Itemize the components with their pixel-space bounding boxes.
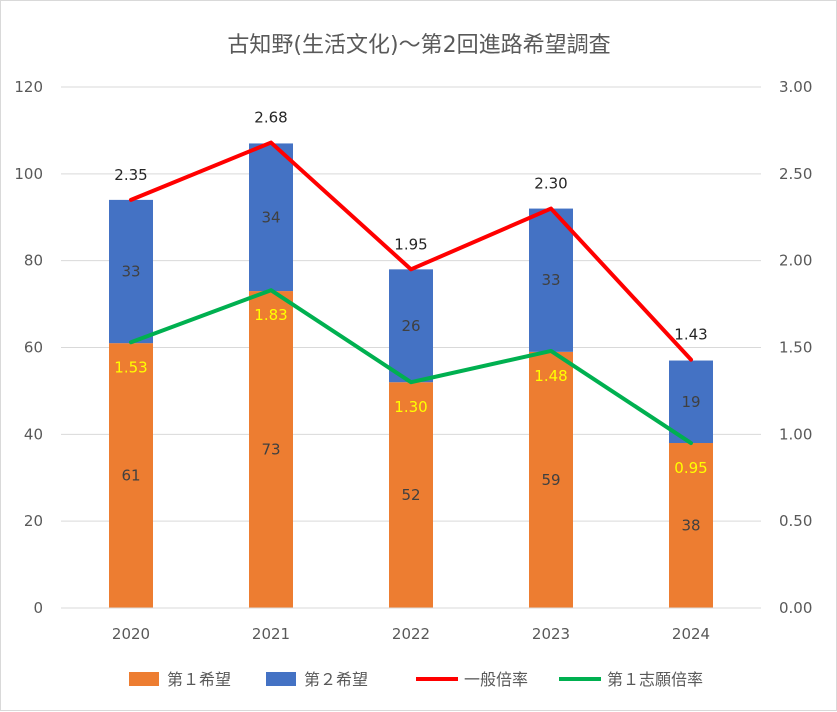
x-axis-tick: 2022 — [392, 625, 430, 643]
label-first-choice-ratio: 1.30 — [394, 398, 427, 416]
left-axis-tick: 80 — [24, 252, 43, 270]
label-second-wish: 33 — [541, 271, 560, 289]
bar-second-wish-2023 — [529, 208, 573, 352]
right-axis-tick: 2.00 — [779, 252, 812, 270]
x-axis-tick: 2023 — [532, 625, 570, 643]
point-first-choice-ratio-2022 — [409, 380, 413, 384]
label-first-wish: 59 — [541, 471, 560, 489]
bar-second-wish-2024 — [669, 360, 713, 444]
legend-label: 一般倍率 — [464, 670, 528, 689]
label-second-wish: 19 — [681, 393, 700, 411]
right-axis-tick: 1.00 — [779, 425, 812, 443]
label-general-ratio: 2.68 — [254, 109, 287, 127]
point-first-choice-ratio-2021 — [269, 288, 273, 292]
legend-label: 第１志願倍率 — [607, 670, 703, 689]
point-general-ratio-2023 — [549, 207, 553, 211]
x-axis: 2020 2021 2022 2023 2024 — [61, 607, 761, 643]
bar-second-wish-2020 — [109, 199, 153, 344]
right-axis-tick: 2.50 — [779, 165, 812, 183]
point-general-ratio-2021 — [269, 141, 273, 145]
label-first-wish: 38 — [681, 517, 700, 535]
point-first-choice-ratio-2023 — [549, 349, 553, 353]
point-general-ratio-2020 — [129, 198, 133, 202]
x-axis-tick: 2020 — [112, 625, 150, 643]
bar-first-wish-2023 — [529, 351, 573, 608]
left-axis-tick: 60 — [24, 339, 43, 357]
label-first-choice-ratio: 1.53 — [114, 358, 147, 376]
bar-first-wish-2022 — [389, 382, 433, 608]
bar-first-wish-2021 — [249, 291, 293, 608]
legend-label: 第１希望 — [167, 670, 231, 689]
label-first-choice-ratio: 0.95 — [674, 459, 707, 477]
point-first-choice-ratio-2024 — [689, 441, 693, 445]
x-axis-tick: 2021 — [252, 625, 290, 643]
label-first-wish: 52 — [401, 486, 420, 504]
bar-second-wish-2021 — [249, 143, 293, 292]
label-second-wish: 33 — [121, 263, 140, 281]
left-axis-tick: 100 — [14, 165, 43, 183]
bar-second-wish-2022 — [389, 269, 433, 383]
point-general-ratio-2024 — [689, 358, 693, 362]
label-first-choice-ratio: 1.83 — [254, 306, 287, 324]
point-general-ratio-2022 — [409, 267, 413, 271]
legend-swatch — [266, 672, 296, 686]
label-second-wish: 34 — [261, 208, 280, 226]
legend: 第１希望 第２希望 一般倍率 第１志願倍率 — [129, 670, 703, 689]
label-first-wish: 73 — [261, 441, 280, 459]
label-second-wish: 26 — [401, 317, 420, 335]
right-axis: 0.00 0.50 1.00 1.50 2.00 2.50 3.00 — [779, 78, 812, 617]
left-axis-tick: 20 — [24, 512, 43, 530]
bar-first-wish-2024 — [669, 443, 713, 608]
right-axis-tick: 1.50 — [779, 339, 812, 357]
left-axis-tick: 40 — [24, 425, 43, 443]
label-general-ratio: 2.35 — [114, 166, 147, 184]
x-axis-tick: 2024 — [672, 625, 710, 643]
right-axis-tick: 3.00 — [779, 78, 812, 96]
legend-label: 第２希望 — [304, 670, 368, 689]
label-general-ratio: 1.95 — [394, 235, 427, 253]
lines — [129, 140, 693, 446]
right-axis-tick: 0.50 — [779, 512, 812, 530]
bars — [109, 143, 713, 608]
bar-first-wish-2020 — [109, 343, 153, 608]
data-labels: 61 33 73 34 52 26 59 33 38 19 2.35 2.68 1.95 2.30 1.43… — [114, 109, 707, 535]
point-first-choice-ratio-2020 — [129, 340, 133, 344]
left-axis-tick: 0 — [33, 599, 43, 617]
label-first-wish: 61 — [121, 467, 140, 485]
legend-swatch — [129, 672, 159, 686]
right-axis-tick: 0.00 — [779, 599, 812, 617]
left-axis: 0 20 40 60 80 100 120 — [14, 78, 43, 617]
label-general-ratio: 1.43 — [674, 326, 707, 344]
chart-title: 古知野(生活文化)～第2回進路希望調査 — [227, 33, 610, 58]
label-general-ratio: 2.30 — [534, 175, 567, 193]
left-axis-tick: 120 — [14, 78, 43, 96]
label-first-choice-ratio: 1.48 — [534, 367, 567, 385]
